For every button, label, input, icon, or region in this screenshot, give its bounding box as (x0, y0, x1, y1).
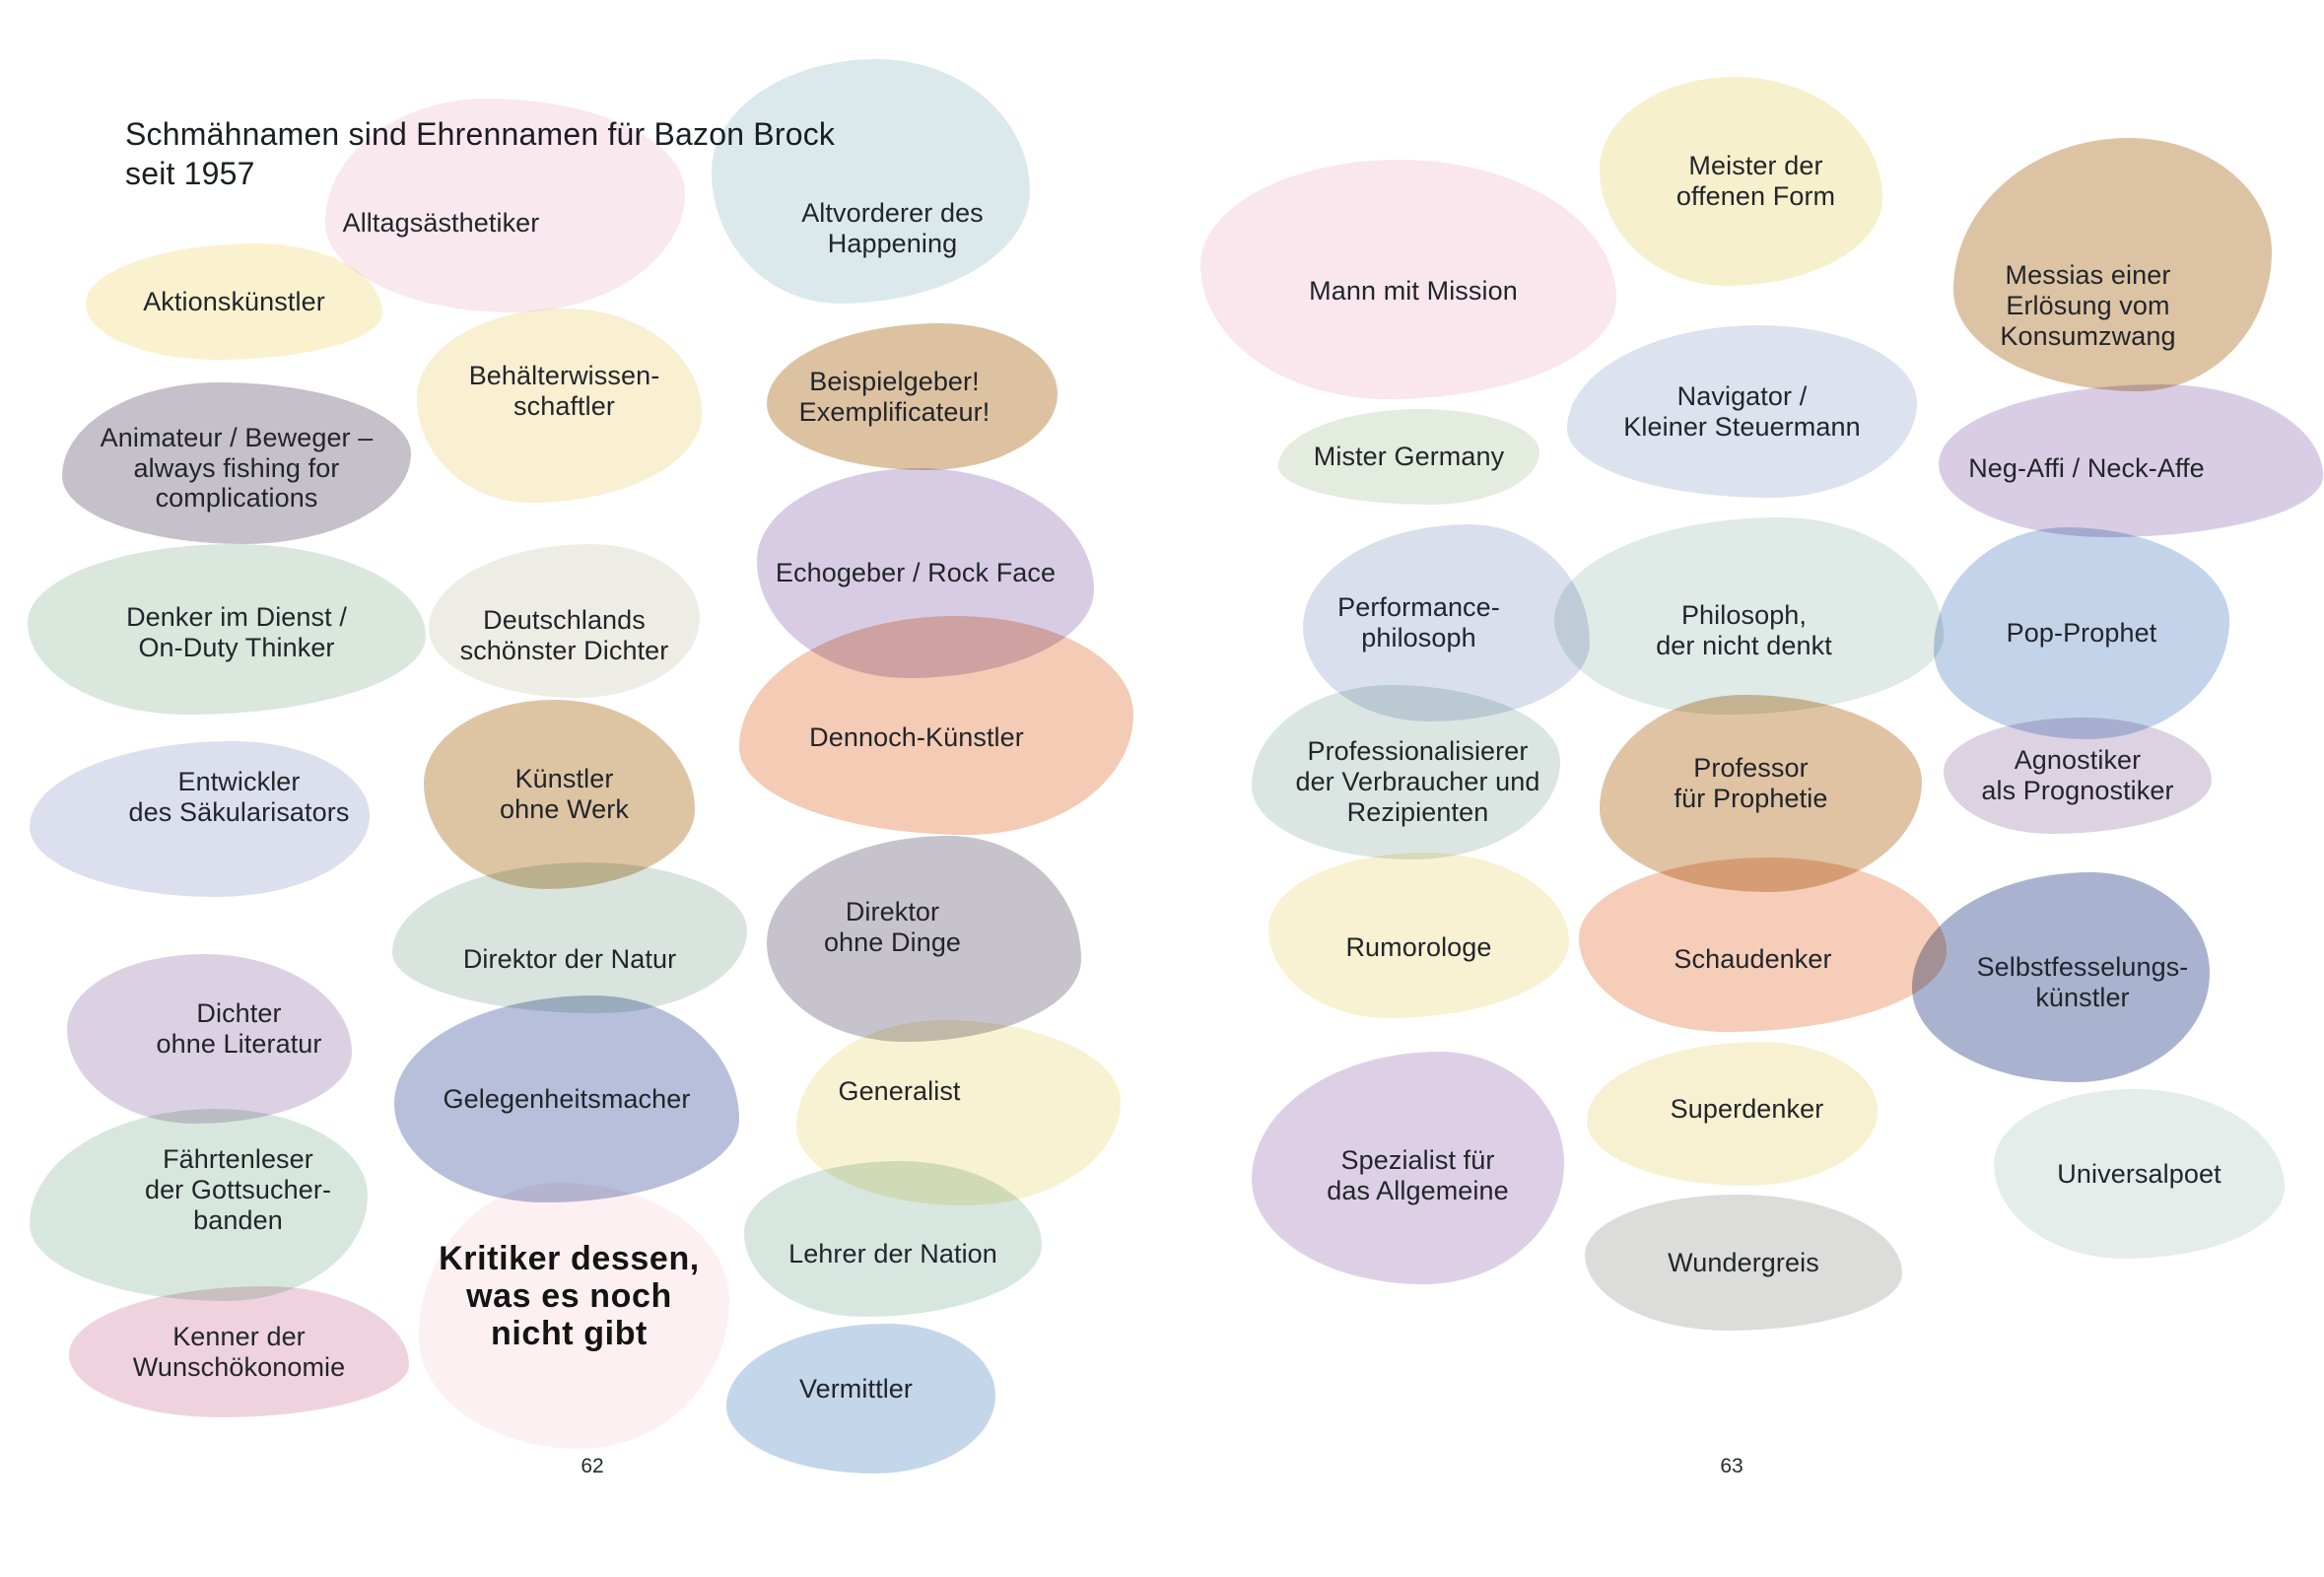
blob-label: Messias einer Erlösung vom Konsumzwang (2000, 260, 2176, 351)
blob-label: Direktor ohne Dinge (823, 896, 962, 957)
blob-entwickler-des-saekularisators: Entwickler des Säkularisators (30, 741, 370, 897)
blob-direktor-ohne-dinge: Direktor ohne Dinge (767, 836, 1081, 1042)
blob-gelegenheitsmacher: Gelegenheitsmacher (394, 995, 739, 1202)
blob-label: Selbstfesselungs- künstler (1976, 951, 2189, 1012)
blob-faehrtenleser-der-gottsucherbanden: Fährtenleser der Gottsucher- banden (30, 1109, 368, 1301)
page-number-left: 62 (581, 1455, 604, 1477)
blob-spezialist-fuer-das-allgemeine: Spezialist für das Allgemeine (1252, 1052, 1564, 1284)
blob-pop-prophet: Pop-Prophet (1934, 527, 2229, 739)
blob-label: Dichter ohne Literatur (156, 998, 322, 1059)
blob-label: Alltagsästhetiker (342, 208, 540, 239)
blob-label: Professionalisierer der Verbraucher und … (1295, 736, 1540, 827)
blob-beispielgeber-exemplificateur: Beispielgeber! Exemplificateur! (767, 323, 1058, 470)
blob-wundergreis: Wundergreis (1585, 1195, 1902, 1331)
blob-label: Behälterwissen- schaftler (468, 360, 660, 421)
blob-label: Agnostiker als Prognostiker (1981, 745, 2174, 805)
blob-navigator-kleiner-steuermann: Navigator / Kleiner Steuermann (1567, 325, 1917, 498)
blob-label: Mister Germany (1313, 442, 1505, 472)
blob-selbstfesselungskuenstler: Selbstfesselungs- künstler (1912, 872, 2210, 1082)
blob-label: Direktor der Natur (462, 944, 677, 975)
blob-altvorderer-des-happening: Altvorderer des Happening (712, 59, 1030, 304)
blob-label: Deutschlands schönster Dichter (459, 605, 669, 665)
blob-label: Entwickler des Säkularisators (128, 767, 350, 827)
page-number-right: 63 (1720, 1455, 1743, 1477)
blob-professionalisierer-der-verbraucher: Professionalisierer der Verbraucher und … (1252, 685, 1560, 859)
blob-label: Lehrer der Nation (788, 1238, 997, 1268)
blob-label: Kenner der Wunschökonomie (132, 1321, 346, 1382)
blob-label: Meister der offenen Form (1675, 151, 1836, 211)
blob-mann-mit-mission: Mann mit Mission (1200, 160, 1616, 399)
blob-aktionskuenstler: Aktionskünstler (86, 243, 382, 360)
blob-label: Performance- philosoph (1337, 592, 1500, 652)
blob-universalpoet: Universalpoet (1994, 1089, 2285, 1259)
blob-label: Navigator / Kleiner Steuermann (1623, 380, 1861, 442)
blob-label: Wundergreis (1668, 1247, 1819, 1277)
blob-meister-der-offenen-form: Meister der offenen Form (1600, 77, 1882, 286)
blob-label: Kritiker dessen, was es noch nicht gibt (439, 1239, 700, 1353)
blob-vermittler: Vermittler (726, 1324, 995, 1474)
blob-label: Animateur / Beweger – always fishing for… (100, 422, 374, 514)
blob-animateur-beweger: Animateur / Beweger – always fishing for… (62, 382, 411, 544)
blob-messias-einer-erloesung: Messias einer Erlösung vom Konsumzwang (1953, 138, 2272, 391)
blob-agnostiker-als-prognostiker: Agnostiker als Prognostiker (1944, 718, 2212, 834)
blob-label: Vermittler (798, 1373, 914, 1404)
blob-alltagsaesthetiker: Alltagsästhetiker (325, 99, 685, 312)
blob-label: Professor für Prophetie (1674, 753, 1828, 813)
blob-label: Pop-Prophet (2006, 618, 2157, 649)
blob-label: Spezialist für das Allgemeine (1327, 1145, 1509, 1205)
blob-dichter-ohne-literatur: Dichter ohne Literatur (67, 954, 352, 1124)
blob-kenner-der-wunschoekonomie: Kenner der Wunschökonomie (69, 1286, 409, 1417)
blob-superdenker: Superdenker (1587, 1042, 1878, 1186)
blob-label: Universalpoet (2057, 1158, 2221, 1189)
blob-label: Philosoph, der nicht denkt (1656, 600, 1832, 660)
blob-label: Mann mit Mission (1309, 276, 1518, 307)
blob-label: Aktionskünstler (143, 286, 325, 316)
blob-label: Fährtenleser der Gottsucher- banden (144, 1144, 332, 1235)
blob-behaelterwissenschaftler: Behälterwissen- schaftler (417, 309, 702, 503)
blob-label: Superdenker (1670, 1093, 1824, 1124)
blob-neg-affi-neck-affe: Neg-Affi / Neck-Affe (1939, 384, 2323, 537)
blob-mister-germany: Mister Germany (1278, 409, 1539, 505)
blob-label: Altvorderer des Happening (801, 198, 984, 258)
blob-label: Generalist (838, 1075, 961, 1106)
blob-label: Denker im Dienst / On-Duty Thinker (126, 601, 347, 662)
blob-label: Beispielgeber! Exemplificateur! (798, 366, 991, 427)
blob-kuenstler-ohne-werk: Künstler ohne Werk (424, 700, 695, 889)
blob-philosoph-der-nicht-denkt: Philosoph, der nicht denkt (1554, 517, 1944, 715)
blob-lehrer-der-nation: Lehrer der Nation (744, 1161, 1042, 1317)
blob-denker-im-dienst: Denker im Dienst / On-Duty Thinker (28, 544, 426, 715)
blob-dennoch-kuenstler: Dennoch-Künstler (739, 616, 1133, 835)
blob-label: Echogeber / Rock Face (775, 558, 1057, 588)
blob-kritiker-dessen-was-es-noch-nicht-gibt: Kritiker dessen, was es noch nicht gibt (419, 1183, 729, 1449)
blob-label: Künstler ohne Werk (500, 764, 629, 824)
blob-rumorologe: Rumorologe (1268, 853, 1569, 1018)
blob-label: Dennoch-Künstler (809, 721, 1024, 752)
blob-schaudenker: Schaudenker (1579, 857, 1947, 1032)
blob-label: Gelegenheitsmacher (443, 1083, 691, 1114)
blob-deutschlands-schoenster-dichter: Deutschlands schönster Dichter (429, 544, 700, 698)
blob-direktor-der-natur: Direktor der Natur (392, 862, 747, 1013)
blob-label: Neg-Affi / Neck-Affe (1968, 453, 2205, 484)
blob-professor-fuer-prophetie: Professor für Prophetie (1600, 695, 1922, 892)
blob-label: Schaudenker (1674, 944, 1832, 975)
blob-label: Rumorologe (1345, 931, 1492, 962)
